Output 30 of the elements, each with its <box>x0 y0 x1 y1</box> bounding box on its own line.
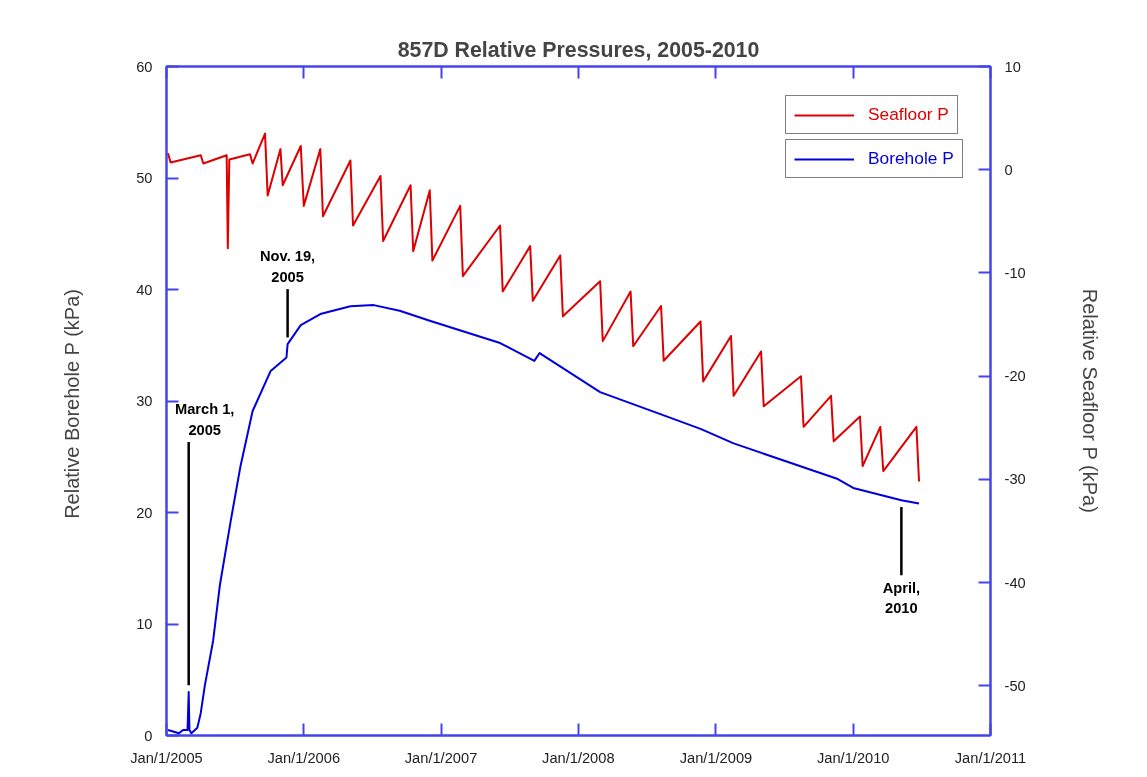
y-tick-label: 60 <box>136 58 153 75</box>
y2-tick-label: -50 <box>1004 677 1026 694</box>
y-tick-label: 50 <box>136 170 153 186</box>
y2-tick-label: -20 <box>1004 368 1026 385</box>
y-axis-title: Relative Borehole P (kPa) <box>61 289 84 519</box>
y-tick-label: 0 <box>144 727 153 744</box>
legend-label: Seafloor P <box>868 104 949 125</box>
y2-axis-title: Relative Seafloor P (kPa) <box>1078 288 1101 513</box>
y2-tick-label: 0 <box>1004 161 1013 178</box>
y2-tick-label: -10 <box>1004 264 1026 281</box>
y2-tick-label: -40 <box>1004 574 1026 591</box>
chart-title: 857D Relative Pressures, 2005-2010 <box>397 37 760 62</box>
y2-tick-label: -30 <box>1004 471 1026 488</box>
x-tick-label: Jan/1/2010 <box>816 749 890 766</box>
x-tick-label: Jan/1/2009 <box>679 749 753 766</box>
x-tick-label: Jan/1/2011 <box>954 749 1027 766</box>
y-tick-label: 10 <box>136 616 153 632</box>
line-series <box>167 304 921 735</box>
y-tick-label: 40 <box>136 281 153 298</box>
x-tick-label: Jan/1/2008 <box>542 749 615 766</box>
y-tick-label: 20 <box>136 504 153 521</box>
annotation: March 1, 2005 <box>174 400 235 438</box>
y2-tick-label: 10 <box>1004 58 1021 75</box>
legend-label: Borehole P <box>868 148 954 169</box>
x-tick-label: Jan/1/2006 <box>267 749 341 766</box>
y-tick-label: 30 <box>136 393 153 409</box>
x-tick-label: Jan/1/2007 <box>404 749 478 766</box>
annotation: April, 2010 <box>882 579 921 617</box>
x-tick-label: Jan/1/2005 <box>130 749 203 766</box>
annotation: Nov. 19, 2005 <box>260 247 316 285</box>
